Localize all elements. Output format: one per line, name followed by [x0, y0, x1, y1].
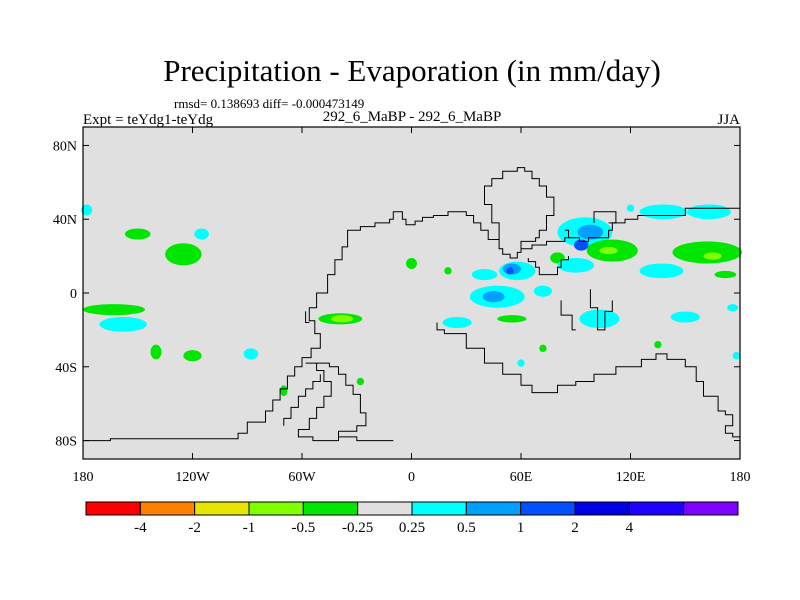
anomaly-patch	[703, 252, 722, 260]
colorbar-swatch	[683, 501, 739, 516]
y-tick-label: 80S	[55, 435, 77, 450]
y-tick-label: 40N	[53, 213, 77, 228]
y-tick-label: 40S	[55, 361, 77, 376]
x-tick-label: 60W	[288, 470, 316, 485]
anomaly-patch	[639, 263, 684, 279]
anomaly-patch	[727, 304, 739, 312]
anomaly-patch	[243, 348, 259, 360]
colorbar: -4 -2 -1 -0.5 -0.25 0.25 0.5 1 2 4	[85, 501, 739, 536]
coastline	[589, 289, 613, 331]
anomaly-patch	[517, 359, 525, 367]
anomaly-patch	[626, 204, 635, 212]
coastline	[593, 211, 617, 224]
anomaly-patch	[639, 204, 688, 220]
anomaly-patch	[356, 377, 365, 386]
colorbar-swatch	[465, 501, 522, 516]
chart-title: Precipitation - Evaporation (in mm/day)	[163, 53, 661, 88]
anomaly-patch	[150, 344, 162, 360]
colorbar-swatch	[248, 501, 304, 516]
colorbar-swatch	[628, 501, 685, 516]
x-tick-label: 0	[408, 470, 415, 485]
x-tick-label: 120E	[616, 470, 646, 485]
anomaly-patch	[732, 352, 740, 360]
colorbar-label: 2	[571, 520, 579, 536]
anomaly-patch	[124, 228, 151, 240]
coastline	[338, 436, 394, 442]
anomaly-patch	[482, 291, 505, 303]
anomaly-patch	[471, 269, 498, 281]
left-label: Expt = teYdg1-teYdg	[83, 112, 214, 128]
anomaly-patch	[599, 246, 618, 255]
colorbar-swatch	[139, 501, 196, 516]
colorbar-label: -1	[243, 520, 256, 536]
y-tick-label: 80N	[53, 139, 77, 154]
anomaly-patch	[81, 204, 93, 216]
anomaly-patch	[672, 241, 742, 264]
chart-stats: rmsd= 0.138693 diff= -0.000473149	[174, 96, 364, 111]
anomaly-patch	[533, 285, 553, 297]
x-tick-label: 60E	[510, 470, 533, 485]
anomaly-patch	[444, 267, 452, 275]
anomaly-patch	[687, 204, 731, 220]
colorbar-label: 0.25	[399, 520, 425, 536]
colorbar-label: -0.5	[291, 520, 315, 536]
anomaly-patch	[497, 315, 527, 323]
center-label: 292_6_MaBP - 292_6_MaBP	[323, 109, 502, 125]
x-axis: 180 120W 60W 0 60E 120E 180	[73, 127, 751, 485]
anomaly-patch	[99, 316, 147, 332]
colorbar-swatch	[574, 501, 630, 516]
colorbar-label: -0.25	[342, 520, 373, 536]
y-axis: 80N 40N 0 40S 80S	[53, 139, 740, 450]
anomaly-patch	[83, 304, 146, 316]
anomaly-patch	[280, 385, 288, 397]
anomaly-patch	[670, 311, 700, 323]
anomaly-patch	[165, 243, 202, 266]
colorbar-swatch	[85, 501, 141, 516]
y-tick-label: 0	[70, 287, 77, 302]
anomaly-patch	[579, 309, 620, 329]
colorbar-label: 0.5	[457, 520, 476, 536]
x-tick-label: 180	[73, 470, 94, 485]
colorbar-label: -2	[188, 520, 201, 536]
anomaly-patch	[654, 340, 662, 349]
x-tick-label: 180	[730, 470, 751, 485]
map-background	[83, 127, 740, 459]
anomaly-patch	[442, 316, 472, 329]
anomaly-patch	[577, 224, 604, 240]
anomaly-patch	[194, 228, 209, 240]
coastline	[560, 300, 576, 331]
x-tick-label: 120W	[175, 470, 210, 485]
coastline	[484, 167, 555, 249]
coastline	[297, 362, 367, 442]
coastline	[527, 256, 569, 276]
coastline	[283, 374, 321, 426]
colorbar-swatch	[520, 501, 576, 516]
anomaly-patch	[573, 239, 589, 251]
colorbar-swatch	[302, 501, 359, 516]
colorbar-label: 1	[517, 520, 525, 536]
coastline	[436, 322, 740, 438]
coastline	[83, 207, 740, 442]
anomaly-patch	[331, 315, 354, 323]
map-area	[81, 127, 742, 459]
colorbar-swatch	[411, 501, 467, 516]
coastline	[564, 229, 569, 238]
anomaly-patch	[539, 344, 547, 353]
colorbar-swatch	[194, 501, 250, 516]
anomaly-patch	[183, 350, 202, 362]
right-label: JJA	[717, 112, 740, 128]
coastline-layer	[82, 167, 740, 447]
anomaly-patch	[506, 267, 514, 275]
anomaly-patch	[714, 270, 737, 279]
colorbar-label: 4	[626, 520, 634, 536]
colorbar-swatch	[357, 501, 413, 516]
colorbar-label: -4	[134, 520, 147, 536]
anomaly-patch	[406, 257, 417, 270]
anomaly-patch	[557, 257, 594, 273]
coastline	[305, 311, 310, 323]
